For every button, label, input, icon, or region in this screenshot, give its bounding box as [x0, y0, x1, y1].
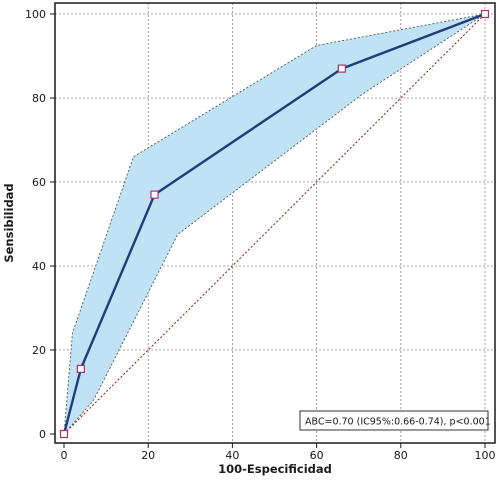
y-axis-title: Sensibilidad: [2, 183, 16, 262]
x-tick-label: 80: [394, 449, 408, 462]
data-markers: [59, 9, 490, 439]
annotation-text: ABC=0.70 (IC95%:0.66-0.74), p<0.001: [305, 417, 491, 428]
x-tick-label: 100: [475, 449, 496, 462]
x-tick-label: 20: [141, 449, 155, 462]
y-tick-label: 80: [32, 92, 46, 105]
y-tick-label: 100: [25, 8, 46, 21]
data-point: [337, 64, 346, 73]
x-axis-ticks: 0 20 40 60 80 100: [61, 443, 496, 462]
y-tick-label: 40: [32, 260, 46, 273]
x-axis-title: 100-Especificidad: [218, 462, 332, 476]
y-tick-label: 60: [32, 176, 46, 189]
plot-border: [54, 2, 496, 444]
y-axis-ticks: 0 20 40 60 80 100: [25, 8, 55, 441]
x-tick-label: 0: [61, 449, 68, 462]
data-point: [76, 364, 85, 373]
confidence-band-lower: [63, 13, 486, 435]
confidence-band: [63, 13, 486, 435]
annotation-frame: [299, 410, 489, 431]
y-tick-label: 20: [32, 344, 46, 357]
data-point: [59, 429, 69, 439]
x-tick-label: 40: [225, 449, 239, 462]
annotation-box: ABC=0.70 (IC95%:0.66-0.74), p<0.001: [299, 410, 491, 431]
x-tick-label: 60: [310, 449, 324, 462]
reference-diagonal: [63, 13, 486, 435]
data-point: [150, 190, 159, 199]
reference-line: [63, 13, 486, 435]
y-tick-label: 0: [39, 428, 46, 441]
data-point: [480, 9, 490, 19]
confidence-band-fill: [64, 14, 485, 434]
